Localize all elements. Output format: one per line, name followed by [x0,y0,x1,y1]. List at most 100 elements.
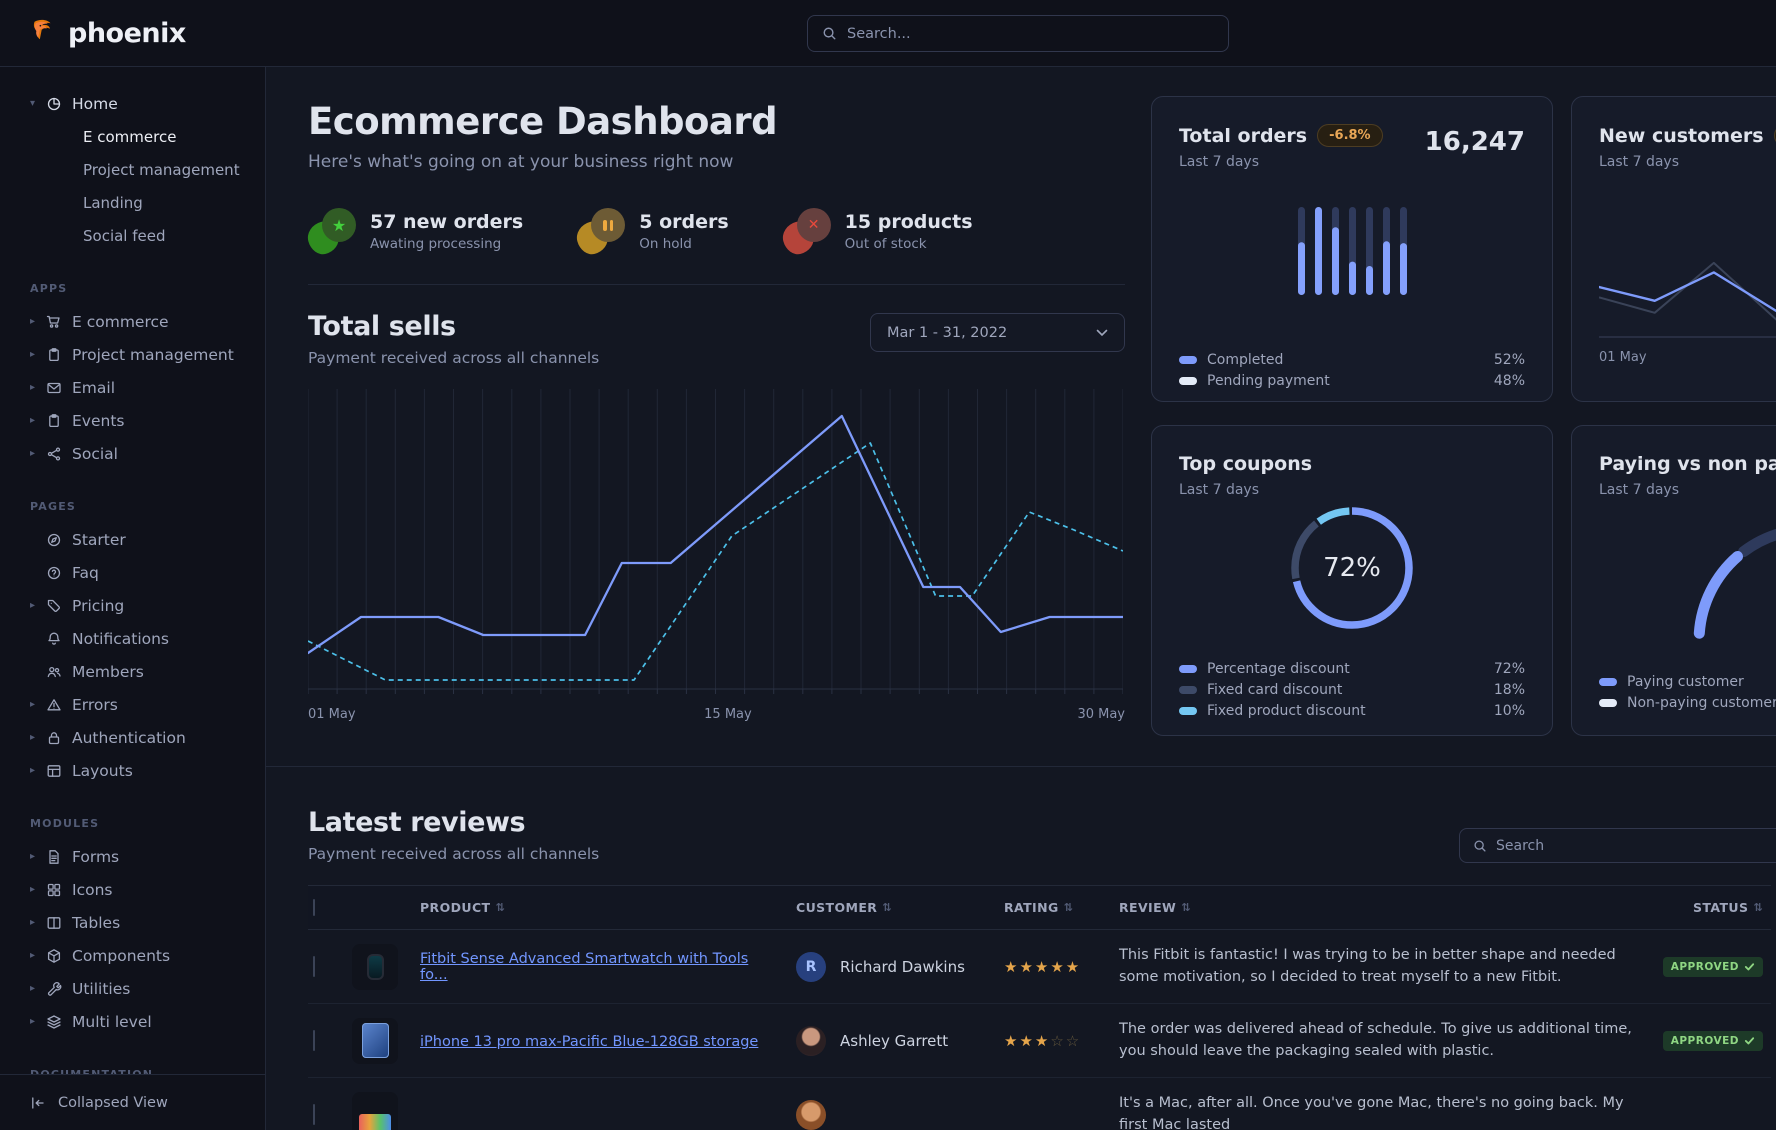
sidebar-item-pricing[interactable]: ▸ Pricing [0,589,265,622]
legend-value: 18% [1493,681,1525,698]
sidebar-item-errors[interactable]: ▸ Errors [0,688,265,721]
customer-name: Richard Dawkins [840,957,965,976]
sidebar-item-email[interactable]: ▸ Email [0,371,265,404]
x-tick: 15 May [704,707,752,722]
caret-right-icon: ▸ [30,983,36,994]
reviews-subtitle: Payment received across all channels [308,845,600,863]
check-icon [1744,963,1755,971]
topbar-search[interactable] [807,15,1229,52]
total-orders-legend: Completed 52% Pending payment 48% [1179,349,1525,391]
stat-5-orders: 5 orders On hold [573,208,729,258]
legend-value: 10% [1493,702,1525,719]
legend-item-fixed-product-discount: Fixed product discount 10% [1179,700,1525,721]
sidebar-item-label: Utilities [72,979,131,998]
review-row: iPhone 13 pro max-Pacific Blue-128GB sto… [308,1004,1771,1078]
top-coupons-donut-chart: 72% [1285,501,1419,635]
reviews-search[interactable] [1459,828,1776,863]
legend-label: Percentage discount [1207,660,1350,677]
sidebar-item-social[interactable]: ▸ Social [0,437,265,470]
sidebar-item-tables[interactable]: ▸ Tables [0,906,265,939]
sidebar-item-forms[interactable]: ▸ Forms [0,840,265,873]
sidebar-item-members[interactable]: Members [0,655,265,688]
date-range-value: Mar 1 - 31, 2022 [887,324,1008,341]
latest-reviews-section: Latest reviews Payment received across a… [266,766,1776,1130]
sidebar-item-label: E commerce [72,312,169,331]
sidebar-item-multi-level[interactable]: ▸ Multi level [0,1005,265,1038]
product-thumbnail [352,1017,398,1064]
sidebar-item-notifications[interactable]: Notifications [0,622,265,655]
brand-logo[interactable]: phoenix [28,18,186,49]
caret-right-icon: ▸ [30,1016,36,1027]
sidebar-item-label: Events [72,411,125,430]
sidebar-item-label: Faq [72,563,99,582]
stat-sublabel: On hold [639,235,692,252]
customer-name: Ashley Garrett [840,1031,949,1050]
sidebar-item-label: Social feed [83,226,166,245]
search-icon [1473,839,1487,853]
select-all-checkbox[interactable] [313,899,315,916]
layout-icon [46,763,62,779]
sidebar-item-label: Email [72,378,116,397]
file-icon [46,849,62,865]
sidebar-item-project-management[interactable]: Project management [0,153,265,186]
row-checkbox[interactable] [313,1104,315,1125]
rating-stars: ★★★☆☆ [1004,1032,1082,1050]
column-header-review[interactable]: REVIEW ⇅ [1119,900,1191,915]
caret-down-icon: ▾ [30,98,36,109]
clipboard-icon [46,347,62,363]
row-checkbox[interactable] [313,956,315,977]
paying-gauge-chart [1693,528,1776,639]
caret-right-icon: ▸ [30,349,36,360]
legend-value: 48% [1493,372,1525,389]
star-badge-icon: ★ [304,208,356,258]
caret-right-icon: ▸ [30,699,36,710]
caret-right-icon: ▸ [30,382,36,393]
sidebar-item-icons[interactable]: ▸ Icons [0,873,265,906]
sidebar-item-landing[interactable]: Landing [0,186,265,219]
new-customers-period: Last 7 days [1599,154,1680,170]
legend-swatch [1179,685,1197,694]
date-range-select[interactable]: Mar 1 - 31, 2022 [870,313,1125,352]
product-link[interactable]: iPhone 13 pro max-Pacific Blue-128GB sto… [420,1034,759,1050]
legend-swatch [1599,698,1617,707]
sidebar-item-project-management[interactable]: ▸ Project management [0,338,265,371]
sidebar-item-label: Authentication [72,728,186,747]
sidebar-item-authentication[interactable]: ▸ Authentication [0,721,265,754]
caret-right-icon: ▸ [30,448,36,459]
sidebar-item-components[interactable]: ▸ Components [0,939,265,972]
total-orders-bar-chart [1297,207,1407,299]
caret-right-icon: ▸ [30,765,36,776]
reviews-search-input[interactable] [1496,837,1776,854]
sidebar-item-layouts[interactable]: ▸ Layouts [0,754,265,787]
sidebar-item-social-feed[interactable]: Social feed [0,219,265,252]
sidebar-item-label: Home [72,94,118,113]
product-link[interactable]: Fitbit Sense Advanced Smartwatch with To… [420,950,749,983]
column-header-status[interactable]: STATUS ⇅ [1693,900,1763,915]
sidebar-item-starter[interactable]: Starter [0,523,265,556]
legend-label: Paying customer [1627,673,1744,690]
column-header-product[interactable]: PRODUCT ⇅ [420,900,506,915]
sidebar-item-faq[interactable]: Faq [0,556,265,589]
stats-row: ★ 57 new orders Awating processing 5 ord… [304,208,1125,258]
column-header-rating[interactable]: RATING ⇅ [1004,900,1074,915]
sidebar-item-e-commerce[interactable]: E commerce [0,120,265,153]
topbar-search-input[interactable] [847,25,1214,42]
column-header-customer[interactable]: CUSTOMER ⇅ [796,900,892,915]
total-sells-subtitle: Payment received across all channels [308,349,600,367]
sidebar-item-utilities[interactable]: ▸ Utilities [0,972,265,1005]
sidebar-item-events[interactable]: ▸ Events [0,404,265,437]
new-customers-line-chart [1597,242,1776,342]
sidebar-item-label: Forms [72,847,120,866]
legend-item-fixed-card-discount: Fixed card discount 18% [1179,679,1525,700]
sidebar-item-e-commerce[interactable]: ▸ E commerce [0,305,265,338]
total-sells-title: Total sells [308,311,456,342]
stat-value: 15 products [844,210,973,233]
top-coupons-title: Top coupons [1179,453,1313,475]
stat-sublabel: Out of stock [844,235,927,252]
row-checkbox[interactable] [313,1030,315,1051]
sidebar-item-home[interactable]: ▾ Home [0,87,265,120]
collapse-icon [30,1095,46,1111]
sort-icon: ⇅ [882,901,892,914]
collapse-view-toggle[interactable]: Collapsed View [0,1074,265,1130]
legend-label: Pending payment [1207,372,1330,389]
